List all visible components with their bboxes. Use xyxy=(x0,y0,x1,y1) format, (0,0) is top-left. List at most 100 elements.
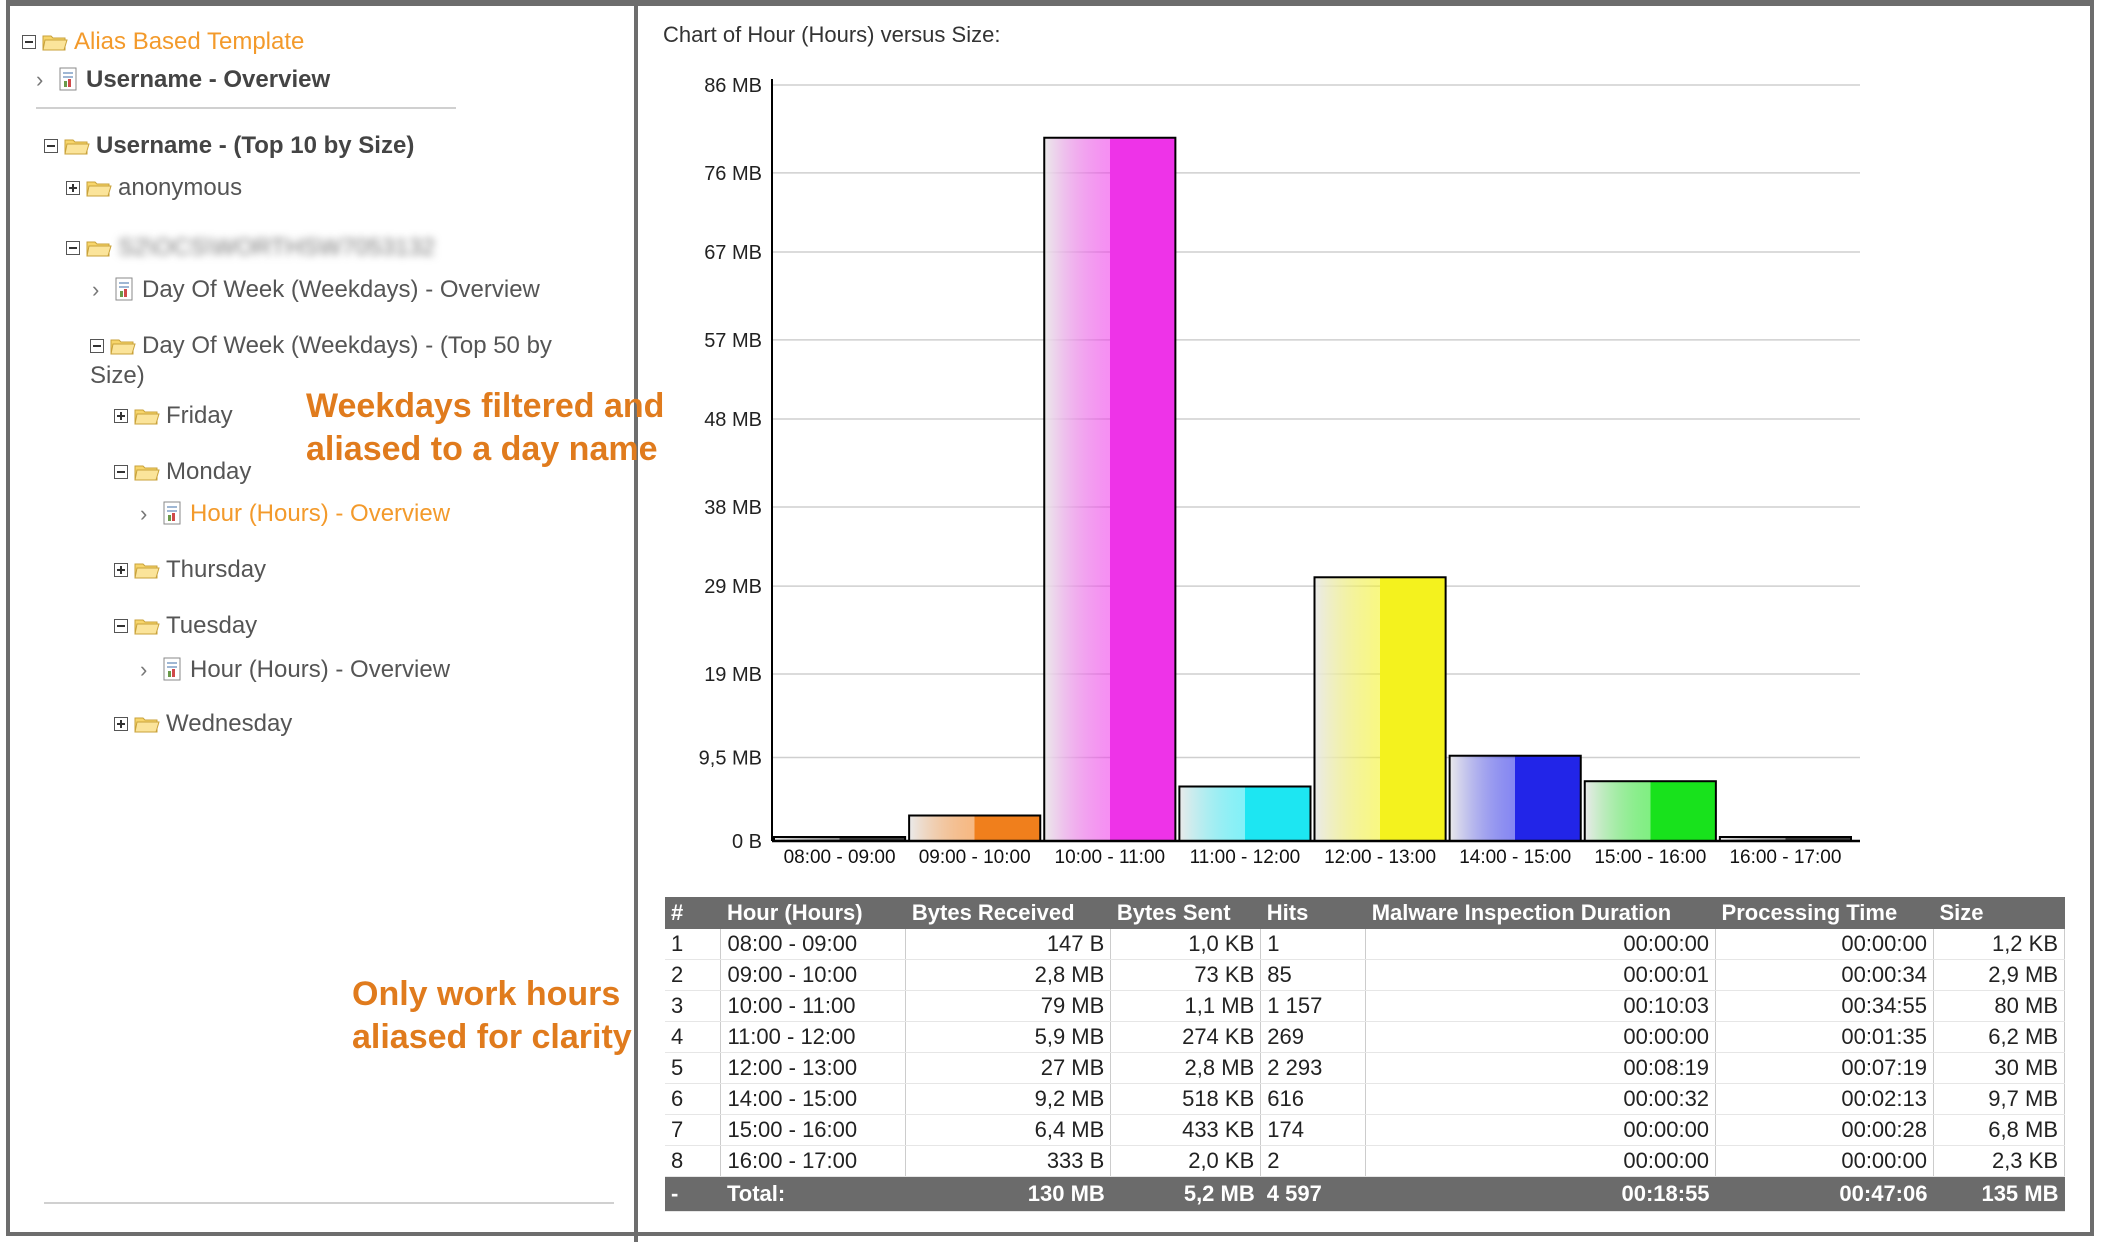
y-tick-label: 9,5 MB xyxy=(699,747,762,769)
tree-node-thursday[interactable]: Thursday xyxy=(114,556,266,584)
tree-node-anonymous[interactable]: anonymous xyxy=(66,174,242,202)
table-cell: 518 KB xyxy=(1110,1083,1262,1115)
report-document-icon xyxy=(58,67,80,93)
x-tick-label: 11:00 - 12:00 xyxy=(1190,847,1301,868)
y-tick-label: 0 B xyxy=(732,831,762,853)
tree-node-monday-hour-overview[interactable]: › Hour (Hours) - Overview xyxy=(140,500,450,528)
x-tick-label: 10:00 - 11:00 xyxy=(1055,847,1166,868)
tree-node-tuesday-hour-overview[interactable]: › Hour (Hours) - Overview xyxy=(140,656,450,684)
bar-14:00 - 15:00 xyxy=(1448,754,1582,842)
collapse-icon[interactable] xyxy=(90,339,104,353)
total-cell: 00:18:55 xyxy=(1365,1176,1716,1212)
tree-label-masked-user: S2\OCS\WORTHSW7053132 xyxy=(118,234,436,261)
tree-node-masked-user[interactable]: S2\OCS\WORTHSW7053132 xyxy=(66,234,435,262)
collapse-icon[interactable] xyxy=(114,465,128,479)
folder-open-icon xyxy=(86,238,112,258)
column-header[interactable]: Malware Inspection Duration xyxy=(1365,897,1716,929)
column-header[interactable]: Hits xyxy=(1260,897,1366,929)
table-cell: 6,4 MB xyxy=(905,1114,1112,1146)
pane-divider[interactable] xyxy=(634,0,638,1242)
chevron-right-icon[interactable]: › xyxy=(36,67,44,92)
column-header[interactable]: Bytes Received xyxy=(905,897,1111,929)
chart-title: Chart of Hour (Hours) versus Size: xyxy=(663,22,1001,47)
expand-icon[interactable] xyxy=(66,181,80,195)
total-cell: 5,2 MB xyxy=(1110,1176,1261,1212)
expand-icon[interactable] xyxy=(114,563,128,577)
table-cell: 00:00:00 xyxy=(1365,1021,1717,1053)
window-frame xyxy=(6,0,2094,1236)
table-cell: 00:00:00 xyxy=(1365,1145,1717,1177)
table-cell: 73 KB xyxy=(1110,959,1262,991)
collapse-icon[interactable] xyxy=(114,619,128,633)
annotation-weekdays-line2: aliased to a day name xyxy=(306,430,658,468)
collapse-icon[interactable] xyxy=(66,241,80,255)
x-tick-label: 08:00 - 09:00 xyxy=(784,847,896,868)
chevron-right-icon[interactable]: › xyxy=(140,657,148,682)
column-header[interactable]: Bytes Sent xyxy=(1110,897,1261,929)
annotation-workhours-line1: Only work hours xyxy=(352,975,621,1013)
expand-icon[interactable] xyxy=(114,717,128,731)
table-cell: 08:00 - 09:00 xyxy=(720,929,907,960)
tree-label-friday: Friday xyxy=(166,402,233,429)
table-cell: 00:00:34 xyxy=(1715,959,1934,991)
table-cell: 6 xyxy=(665,1083,722,1115)
table-cell: 5 xyxy=(665,1052,722,1084)
table-cell: 1,1 MB xyxy=(1110,990,1262,1022)
table-cell: 2,3 KB xyxy=(1933,1145,2066,1177)
table-row[interactable]: 7 15:00 - 16:00 6,4 MB 433 KB 174 00:00:00 00:… xyxy=(665,1114,2066,1146)
tree-node-dow-overview[interactable]: › Day Of Week (Weekdays) - Overview xyxy=(92,276,540,304)
table-row[interactable]: 4 11:00 - 12:00 5,9 MB 274 KB 269 00:00:00 00:… xyxy=(665,1021,2066,1053)
y-tick-label: 48 MB xyxy=(704,409,762,431)
expand-icon[interactable] xyxy=(114,409,128,423)
table-cell: 269 xyxy=(1260,1021,1367,1053)
tree-node-monday[interactable]: Monday xyxy=(114,458,251,486)
table-cell: 85 xyxy=(1260,959,1367,991)
table-cell: 3 xyxy=(665,990,722,1022)
x-tick-label: 12:00 - 13:00 xyxy=(1324,847,1436,868)
tree-node-username-top10[interactable]: Username - (Top 10 by Size) xyxy=(44,132,414,160)
tree-node-root[interactable]: Alias Based Template xyxy=(22,28,304,56)
folder-open-icon xyxy=(42,32,68,52)
column-header[interactable]: # xyxy=(665,897,721,929)
tree-label-dow-top50: Day Of Week (Weekdays) - (Top 50 by xyxy=(142,332,552,359)
column-header[interactable]: Processing Time xyxy=(1715,897,1934,929)
chevron-right-icon[interactable]: › xyxy=(92,277,100,302)
table-cell: 12:00 - 13:00 xyxy=(720,1052,907,1084)
tree-node-friday[interactable]: Friday xyxy=(114,402,233,430)
table-cell: 7 xyxy=(665,1114,722,1146)
tree-node-dow-top50[interactable]: Day Of Week (Weekdays) - (Top 50 by xyxy=(90,332,552,360)
tree-node-tuesday[interactable]: Tuesday xyxy=(114,612,257,640)
folder-icon xyxy=(134,714,160,734)
collapse-icon[interactable] xyxy=(44,139,58,153)
y-tick-label: 67 MB xyxy=(704,242,762,264)
table-row[interactable]: 2 09:00 - 10:00 2,8 MB 73 KB 85 00:00:01 00:00… xyxy=(665,959,2066,991)
table-row[interactable]: 1 08:00 - 09:00 147 B 1,0 KB 1 00:00:00 00:00:… xyxy=(665,929,2066,960)
folder-open-icon xyxy=(134,462,160,482)
table-row[interactable]: 8 16:00 - 17:00 333 B 2,0 KB 2 00:00:00 00:00:… xyxy=(665,1145,2066,1177)
tree-label-monday: Monday xyxy=(166,458,252,485)
table-row[interactable]: 5 12:00 - 13:00 27 MB 2,8 MB 2 293 00:08:19 00… xyxy=(665,1052,2066,1084)
collapse-icon[interactable] xyxy=(22,35,36,49)
table-cell: 00:07:19 xyxy=(1715,1052,1934,1084)
table-cell: 27 MB xyxy=(905,1052,1112,1084)
table-cell: 30 MB xyxy=(1933,1052,2066,1084)
table-row[interactable]: 3 10:00 - 11:00 79 MB 1,1 MB 1 157 00:10:03 00… xyxy=(665,990,2066,1022)
folder-icon xyxy=(134,406,160,426)
table-cell: 433 KB xyxy=(1110,1114,1262,1146)
folder-icon xyxy=(86,178,112,198)
column-header[interactable]: Size xyxy=(1933,897,2065,929)
report-document-icon xyxy=(162,657,184,683)
tree-node-wednesday[interactable]: Wednesday xyxy=(114,710,292,738)
tree-node-username-overview[interactable]: › Username - Overview xyxy=(36,66,330,94)
chevron-right-icon[interactable]: › xyxy=(140,501,148,526)
data-table: # Hour (Hours) Bytes Received Bytes Sent Hit… xyxy=(665,897,2066,1212)
bar-10:00 - 11:00 xyxy=(1043,136,1177,842)
column-header[interactable]: Hour (Hours) xyxy=(720,897,906,929)
total-cell: 135 MB xyxy=(1933,1176,2065,1212)
folder-open-icon xyxy=(110,336,136,356)
table-cell: 2,8 MB xyxy=(1110,1052,1262,1084)
table-row[interactable]: 6 14:00 - 15:00 9,2 MB 518 KB 616 00:00:32 00:… xyxy=(665,1083,2066,1115)
table-cell: 09:00 - 10:00 xyxy=(720,959,907,991)
table-cell: 6,2 MB xyxy=(1933,1021,2066,1053)
table-cell: 15:00 - 16:00 xyxy=(720,1114,907,1146)
